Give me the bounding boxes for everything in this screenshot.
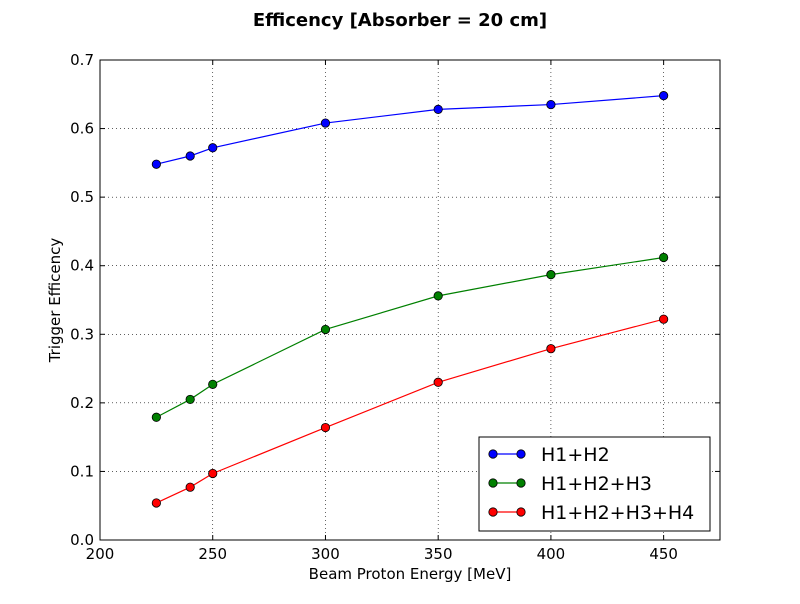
legend-label: H1+H2+H3+H4 — [541, 502, 694, 524]
legend-marker — [488, 507, 498, 517]
data-point — [659, 252, 669, 263]
y-tick-label: 0.6 — [70, 120, 94, 138]
y-tick-label: 0.7 — [70, 51, 94, 69]
data-point — [433, 291, 443, 301]
data-point — [546, 270, 556, 280]
data-point — [659, 91, 669, 101]
y-tick-label: 0.2 — [70, 394, 94, 412]
axes: 200 250 300 350 400 450 0.0 0.1 0.2 0.3 0.4 0.5 0.6 0… — [70, 51, 721, 563]
x-tick-label: 450 — [649, 545, 678, 563]
data-point — [208, 143, 218, 153]
data-point — [185, 151, 195, 161]
series-line — [156, 95, 664, 165]
data-point — [151, 159, 161, 169]
data-point — [185, 394, 195, 405]
legend-marker — [516, 507, 526, 517]
data-point — [546, 344, 556, 354]
data-point — [185, 482, 195, 492]
data-point — [151, 498, 161, 508]
legend-label: H1+H2 — [541, 444, 610, 466]
legend-label: H1+H2+H3 — [541, 473, 652, 495]
legend-entry: H1+H2+H3+H4 — [488, 502, 694, 524]
series-layer — [151, 91, 669, 508]
series-0 — [151, 91, 669, 169]
data-point — [546, 99, 556, 110]
y-tick-label: 0.0 — [70, 531, 94, 549]
y-tick-label: 0.4 — [70, 257, 94, 275]
legend-entry: H1+H2+H3 — [488, 473, 652, 495]
legend-marker — [516, 478, 526, 488]
legend: H1+H2 H1+H2+H3 H1+H2+H3+H4 — [478, 436, 711, 532]
y-axis-label: Trigger Efficency — [46, 238, 64, 364]
series-2 — [151, 314, 669, 508]
y-tick-label: 0.5 — [70, 188, 94, 206]
data-point — [659, 314, 669, 324]
data-point — [433, 377, 443, 387]
x-tick-label: 250 — [198, 545, 227, 563]
data-point — [208, 379, 218, 389]
series-1 — [151, 252, 669, 422]
y-tick-label: 0.3 — [70, 325, 94, 343]
chart-title: Efficency [Absorber = 20 cm] — [253, 10, 547, 31]
x-tick-label: 400 — [537, 545, 566, 563]
legend-marker — [488, 478, 498, 488]
data-point — [433, 104, 443, 114]
data-point — [320, 118, 331, 128]
x-axis-label: Beam Proton Energy [MeV] — [309, 565, 512, 583]
x-tick-label: 300 — [311, 545, 340, 563]
data-point — [320, 324, 331, 335]
legend-marker — [488, 449, 498, 459]
legend-marker — [516, 449, 526, 459]
data-point — [320, 422, 331, 433]
y-tick-label: 0.1 — [70, 462, 94, 480]
data-point — [208, 468, 218, 479]
x-tick-label: 350 — [424, 545, 453, 563]
x-tick-label: 200 — [86, 545, 115, 563]
plot-frame — [99, 59, 721, 541]
legend-entry: H1+H2 — [488, 444, 610, 466]
data-point — [151, 412, 161, 422]
